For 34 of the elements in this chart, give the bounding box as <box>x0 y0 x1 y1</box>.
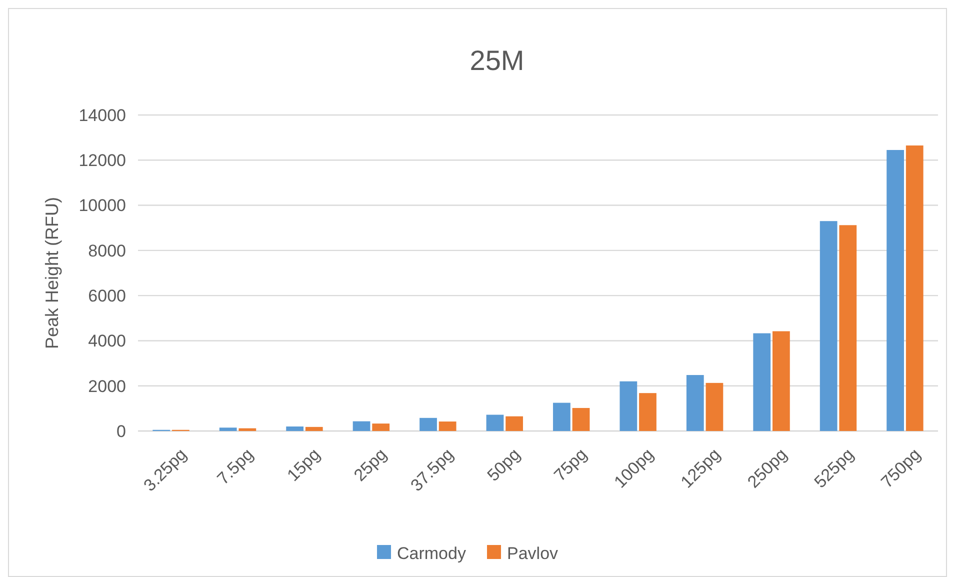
bar <box>639 393 656 431</box>
y-axis-title: Peak Height (RFU) <box>42 196 62 350</box>
y-tick-label: 0 <box>116 422 126 441</box>
bar <box>772 331 790 431</box>
y-tick-label: 6000 <box>88 286 126 306</box>
bar <box>286 426 304 431</box>
bar <box>820 221 838 431</box>
bar <box>706 382 724 431</box>
y-tick-label: 10000 <box>78 196 126 216</box>
bar <box>839 225 857 431</box>
bar <box>906 145 924 431</box>
legend-label: Carmody <box>397 544 466 563</box>
bar <box>572 408 590 431</box>
y-tick-label: 4000 <box>88 332 126 351</box>
legend-label: Pavlov <box>507 544 559 563</box>
y-tick-label: 2000 <box>88 376 126 396</box>
bar <box>886 150 904 431</box>
bar <box>753 333 771 431</box>
bar <box>372 424 390 431</box>
bar <box>238 428 256 431</box>
bar <box>305 426 323 431</box>
y-tick-label: 12000 <box>78 151 126 170</box>
y-tick-label: 14000 <box>78 106 126 125</box>
bar <box>420 418 437 431</box>
bar <box>553 402 570 431</box>
y-tick-label: 8000 <box>88 241 126 260</box>
bar <box>438 422 456 431</box>
bar <box>486 414 504 431</box>
chart-title: 25M <box>470 45 524 76</box>
bar <box>506 416 523 431</box>
bar <box>352 421 370 431</box>
bar <box>686 375 704 431</box>
bar <box>219 428 237 431</box>
bar <box>620 381 638 431</box>
